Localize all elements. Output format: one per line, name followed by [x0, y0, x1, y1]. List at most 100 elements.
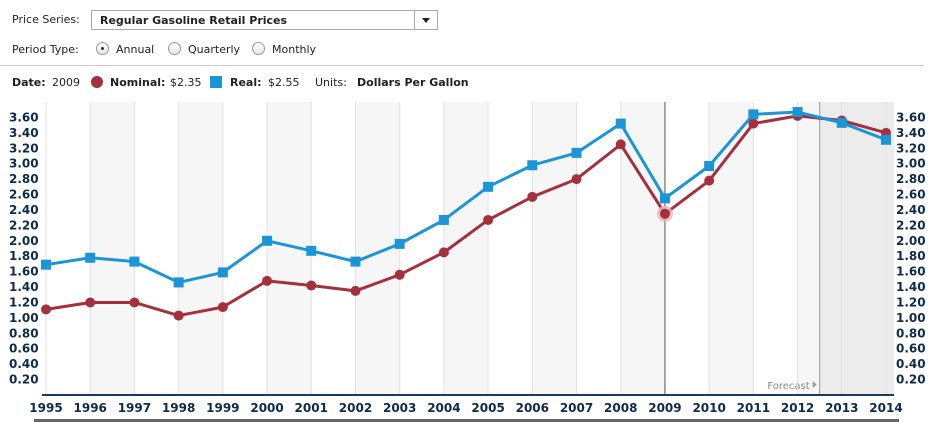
chevron-down-icon[interactable]: [414, 11, 437, 29]
y-tick-label-right: 1.60: [896, 265, 926, 279]
nominal-point[interactable]: [306, 280, 317, 291]
radio-monthly[interactable]: [252, 42, 265, 55]
x-tick-label: 2008: [604, 401, 637, 415]
real-point[interactable]: [836, 117, 847, 128]
column-band: [90, 102, 135, 395]
x-tick-label: 1997: [118, 401, 151, 415]
nominal-point[interactable]: [173, 310, 184, 321]
real-point[interactable]: [85, 252, 96, 263]
nominal-point[interactable]: [350, 285, 361, 296]
divider: [0, 65, 924, 66]
y-tick-label-left: 3.00: [9, 157, 39, 171]
x-tick-label: 2009: [648, 401, 681, 415]
real-series-line: [45, 110, 887, 284]
real-point[interactable]: [659, 193, 670, 204]
nominal-point[interactable]: [615, 139, 626, 150]
column-band: [532, 102, 577, 395]
nominal-point[interactable]: [659, 208, 670, 219]
real-point[interactable]: [881, 134, 891, 145]
x-tick-label: 2014: [869, 401, 902, 415]
real-label: Real:: [230, 76, 262, 89]
nominal-point[interactable]: [748, 118, 759, 129]
x-tick-label: 2005: [471, 401, 504, 415]
real-point[interactable]: [394, 238, 405, 249]
nominal-point[interactable]: [438, 247, 449, 258]
y-tick-label-right: 3.40: [896, 126, 926, 140]
real-point[interactable]: [615, 118, 626, 129]
real-point[interactable]: [748, 109, 759, 120]
x-tick-label: 2003: [383, 401, 416, 415]
price-series-value: Regular Gasoline Retail Prices: [100, 14, 288, 27]
y-tick-label-right: 3.20: [896, 141, 926, 155]
nominal-point[interactable]: [483, 214, 494, 225]
x-tick-label: 2013: [825, 401, 858, 415]
y-tick-label-left: 1.60: [9, 265, 39, 279]
nominal-point[interactable]: [527, 191, 538, 202]
y-tick-label-left: 1.20: [9, 295, 39, 309]
column-band: [178, 102, 223, 395]
real-point[interactable]: [792, 107, 803, 118]
y-tick-label-left: 1.00: [9, 311, 39, 325]
y-tick-label-right: 1.20: [896, 295, 926, 309]
date-label: Date:: [12, 76, 46, 89]
real-point[interactable]: [704, 160, 715, 171]
real-point[interactable]: [527, 160, 538, 171]
radio-quarterly[interactable]: [168, 42, 181, 55]
scrollbar[interactable]: [34, 419, 899, 422]
date-value: 2009: [52, 76, 80, 89]
real-value: $2.55: [268, 76, 300, 89]
y-tick-label-left: 2.00: [9, 234, 39, 248]
x-tick-label: 1999: [206, 401, 239, 415]
nominal-point[interactable]: [394, 269, 405, 280]
y-tick-label-left: 2.80: [9, 172, 39, 186]
real-point[interactable]: [262, 235, 273, 246]
y-tick-label-right: 2.00: [896, 234, 926, 248]
x-tick-label: 2004: [427, 401, 460, 415]
real-point[interactable]: [306, 245, 317, 256]
y-tick-label-right: 2.40: [896, 203, 926, 217]
nominal-point[interactable]: [262, 275, 273, 286]
real-point[interactable]: [173, 277, 184, 288]
real-point[interactable]: [438, 214, 449, 225]
nominal-series-line: [45, 114, 887, 318]
nominal-point[interactable]: [571, 174, 582, 185]
y-tick-label-left: 0.60: [9, 342, 39, 356]
x-tick-label: 2006: [516, 401, 549, 415]
nominal-point[interactable]: [85, 297, 96, 308]
nominal-legend-icon: [91, 76, 103, 88]
radio-monthly-label: Monthly: [272, 43, 317, 56]
real-point[interactable]: [571, 147, 582, 158]
y-tick-label-right: 3.60: [896, 110, 926, 124]
nominal-point[interactable]: [704, 175, 715, 186]
x-tick-label: 1995: [29, 401, 62, 415]
real-point[interactable]: [483, 181, 494, 192]
radio-annual[interactable]: [96, 42, 109, 55]
y-tick-label-left: 2.60: [9, 188, 39, 202]
y-tick-label-left: 0.80: [9, 326, 39, 340]
radio-quarterly-label: Quarterly: [188, 43, 241, 56]
nominal-point[interactable]: [129, 297, 140, 308]
price-series-select[interactable]: Regular Gasoline Retail Prices: [91, 10, 438, 30]
nominal-point[interactable]: [41, 304, 51, 315]
x-tick-label: 2007: [560, 401, 593, 415]
y-tick-label-right: 0.20: [896, 373, 926, 387]
y-tick-label-left: 0.40: [9, 357, 39, 371]
y-tick-label-right: 1.80: [896, 249, 926, 263]
units-label: Units:: [315, 76, 347, 89]
y-tick-label-right: 0.40: [896, 357, 926, 371]
forecast-region: [819, 102, 894, 395]
y-tick-label-right: 1.00: [896, 311, 926, 325]
radio-annual-label: Annual: [116, 43, 155, 56]
units-value: Dollars Per Gallon: [357, 76, 469, 89]
x-tick-label: 2011: [737, 401, 770, 415]
nominal-point[interactable]: [217, 302, 228, 313]
x-tick-label: 2012: [781, 401, 814, 415]
y-tick-label-right: 1.40: [896, 280, 926, 294]
real-point[interactable]: [41, 259, 51, 270]
real-point[interactable]: [129, 256, 140, 267]
real-point[interactable]: [350, 256, 361, 267]
column-band: [620, 102, 665, 395]
real-point[interactable]: [217, 267, 228, 278]
y-tick-label-right: 2.60: [896, 188, 926, 202]
